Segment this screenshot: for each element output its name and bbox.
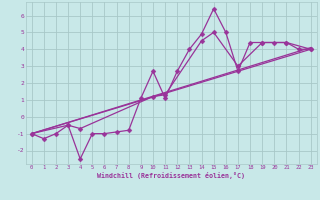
X-axis label: Windchill (Refroidissement éolien,°C): Windchill (Refroidissement éolien,°C) [97,172,245,179]
